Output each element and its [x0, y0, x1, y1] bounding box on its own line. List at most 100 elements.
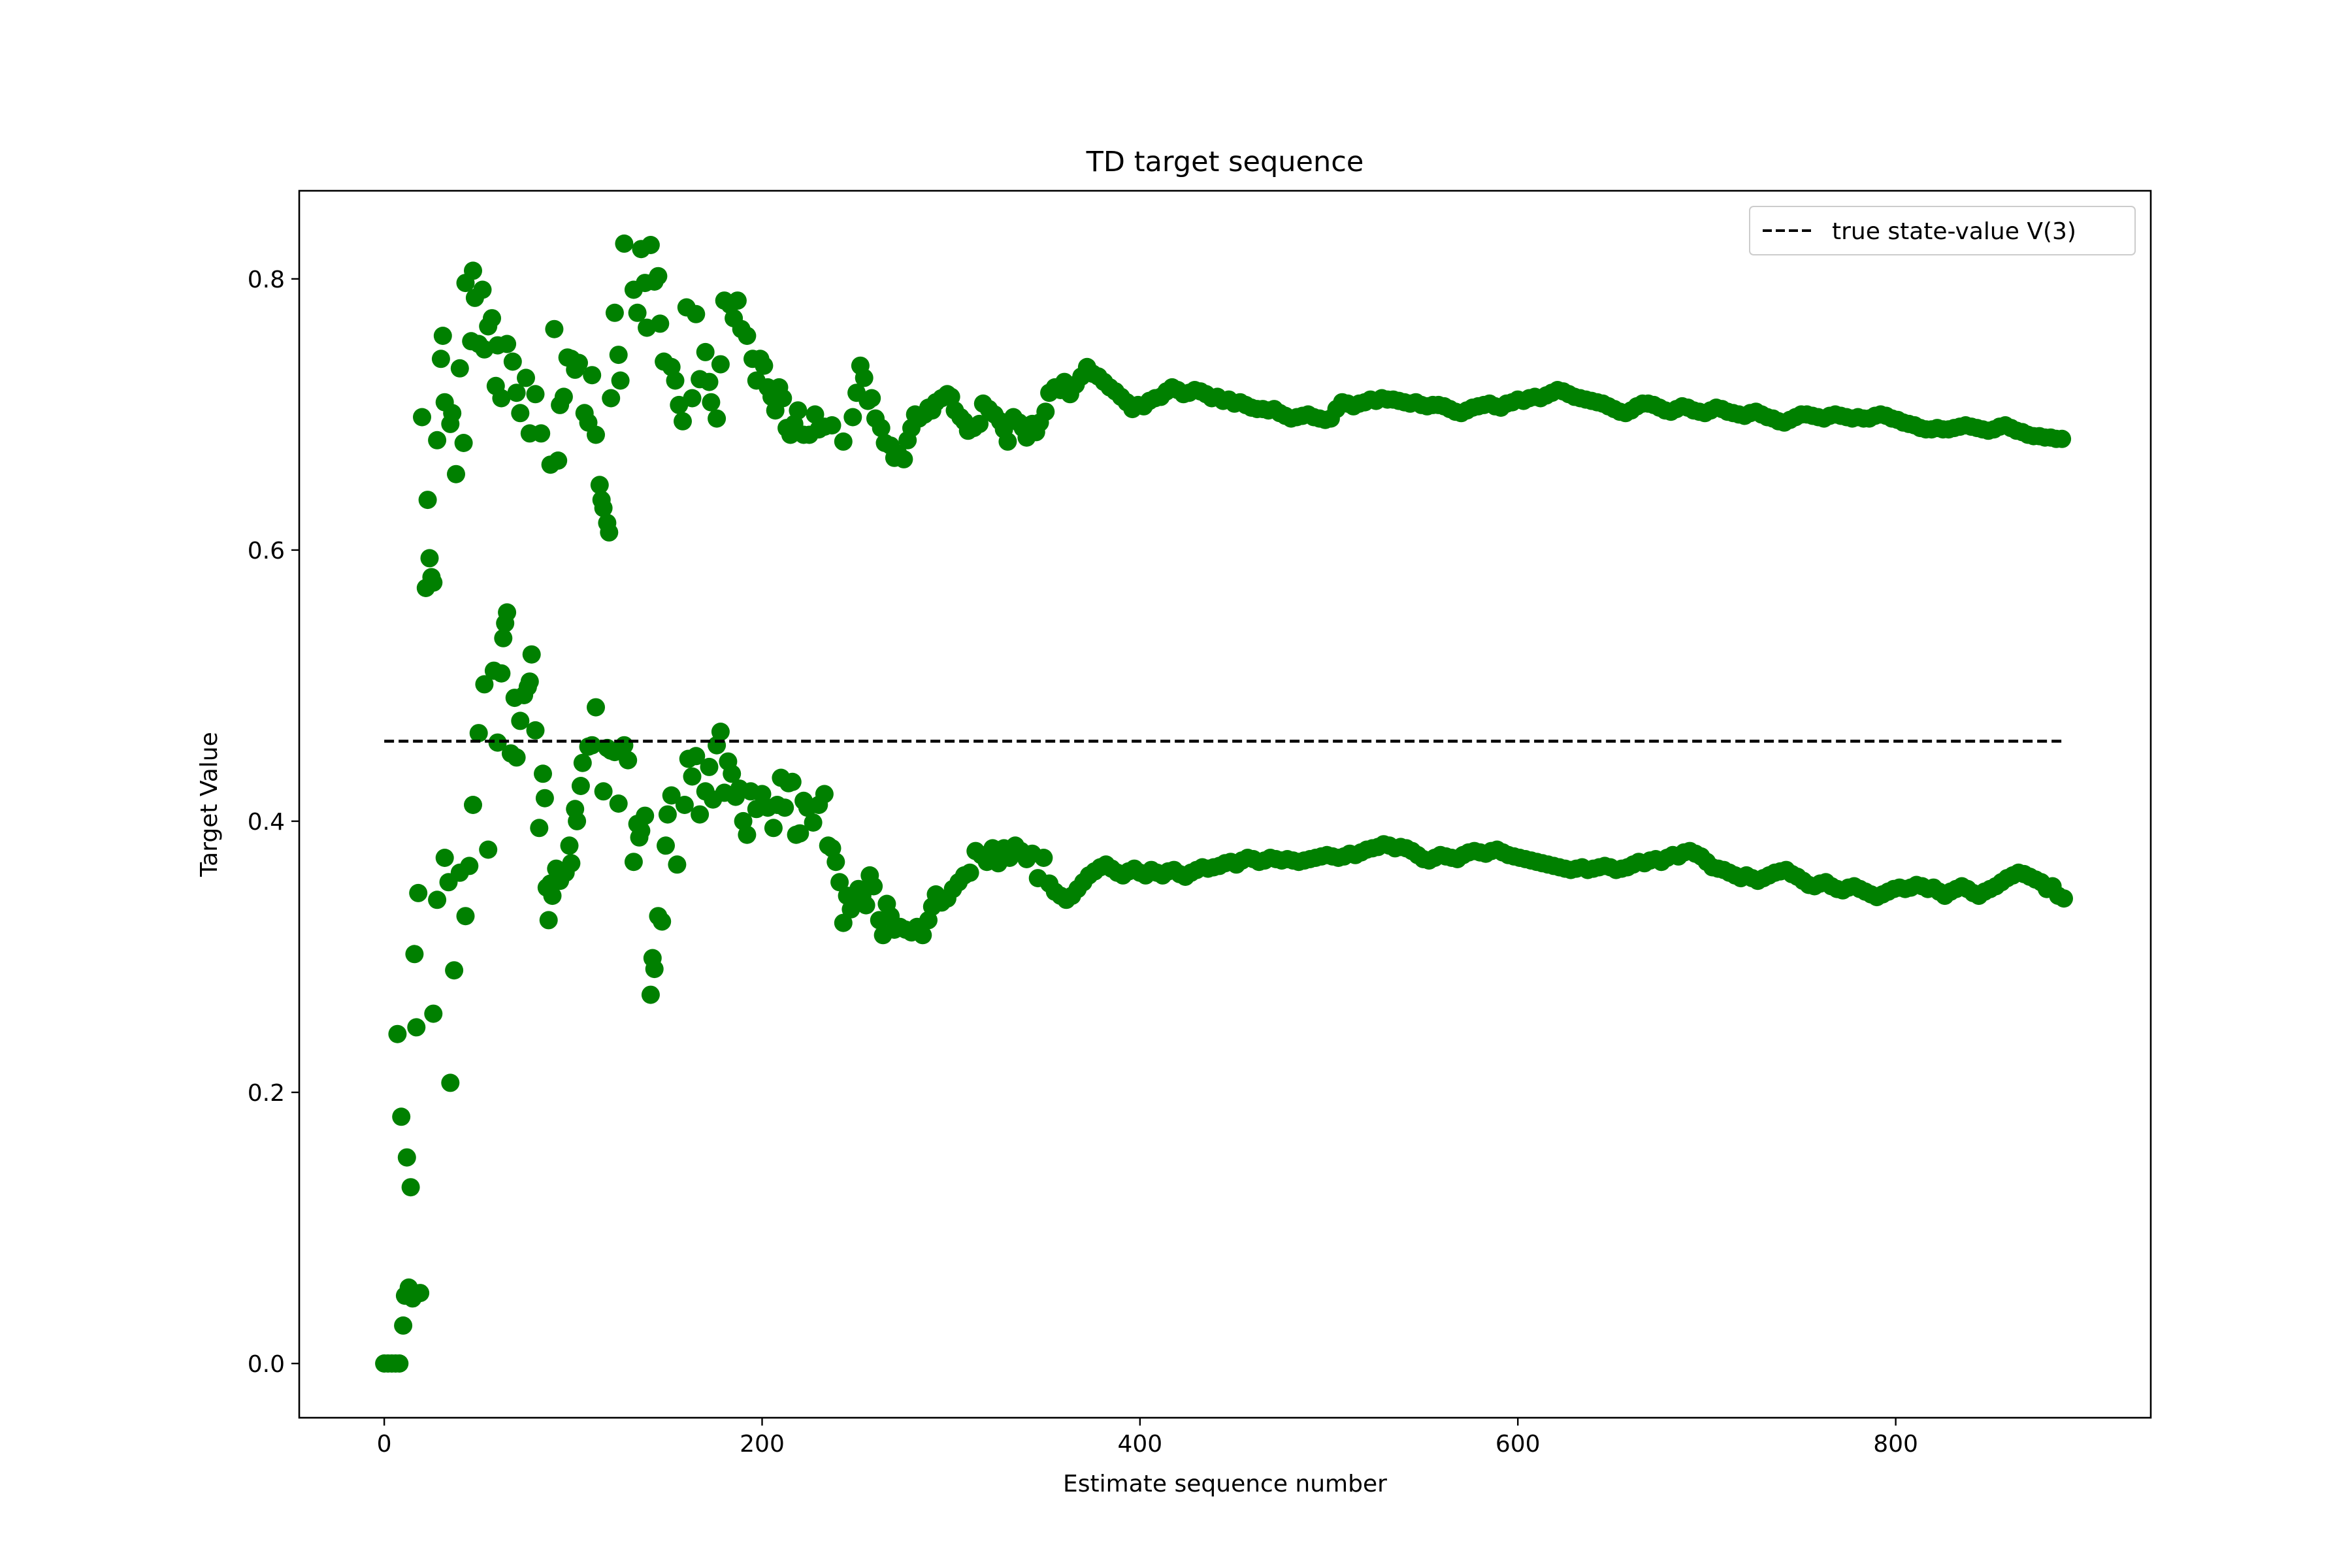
data-point-lower-97	[723, 764, 742, 783]
data-point-upper-12	[447, 465, 465, 483]
data-point-lower-15	[409, 883, 428, 902]
data-point-upper-63	[641, 236, 660, 254]
data-point-upper-80	[711, 355, 730, 374]
data-point-lower-58	[568, 811, 587, 830]
data-point-upper-5	[424, 573, 443, 592]
x-tick-label: 600	[1495, 1431, 1541, 1458]
data-point-upper-142	[998, 432, 1017, 451]
data-point-lower-4	[388, 1024, 407, 1043]
data-point-upper-39	[554, 387, 573, 406]
data-point-upper-27	[498, 335, 517, 353]
data-point-lower-123	[834, 913, 853, 932]
data-point-lower-22	[445, 961, 464, 980]
data-point-lower-55	[560, 836, 579, 855]
data-point-lower-32	[492, 664, 511, 683]
data-point-upper-6	[428, 431, 447, 449]
data-point-lower-111	[783, 772, 802, 791]
data-point-upper-48	[590, 476, 609, 495]
data-point-upper-74	[687, 304, 706, 323]
data-point-lower-33	[494, 629, 513, 647]
data-point-lower-19	[435, 849, 454, 867]
data-point-lower-87	[683, 767, 702, 786]
data-point-lower-131	[864, 877, 883, 896]
data-point-lower-89	[691, 805, 710, 824]
data-point-lower-70	[619, 751, 638, 770]
data-point-lower-129	[857, 896, 875, 915]
data-point-lower-60	[573, 753, 592, 772]
data-point-lower-113	[791, 824, 809, 843]
y-tick-label: 0.2	[248, 1080, 285, 1107]
data-point-lower-75	[636, 806, 655, 825]
data-point-upper-47	[587, 425, 605, 444]
data-point-upper-54	[605, 303, 624, 322]
data-point-upper-13	[450, 359, 469, 378]
data-point-upper-52	[600, 523, 619, 542]
data-point-upper-114	[872, 419, 890, 438]
data-point-lower-85	[675, 796, 694, 814]
data-point-lower-76	[641, 985, 660, 1004]
y-tick-label: 0.4	[248, 809, 285, 836]
data-point-upper-90	[755, 356, 774, 375]
data-point-upper-33	[526, 385, 545, 404]
y-tick-label: 0.0	[248, 1351, 285, 1378]
data-point-upper-84	[728, 291, 747, 310]
data-point-lower-35	[498, 603, 517, 622]
data-point-lower-78	[645, 960, 664, 979]
data-point-lower-83	[662, 786, 681, 805]
data-point-upper-107	[843, 408, 862, 427]
data-point-lower-71	[624, 853, 643, 872]
data-point-upper-105	[823, 416, 841, 434]
data-point-upper-0	[413, 408, 431, 427]
data-point-lower-84	[668, 855, 687, 874]
data-point-lower-118	[815, 785, 834, 804]
data-point-lower-64	[594, 782, 613, 801]
data-point-upper-50	[594, 498, 613, 517]
data-point-lower-80	[653, 912, 672, 931]
data-point-lower-94	[711, 723, 730, 741]
data-point-upper-73	[683, 389, 702, 408]
data-point-upper-14	[454, 434, 473, 452]
data-point-upper-34	[532, 424, 551, 443]
x-tick-label: 0	[377, 1431, 392, 1458]
data-point-lower-106	[764, 819, 783, 838]
y-tick-label: 0.8	[248, 267, 285, 293]
data-point-lower-49	[539, 911, 558, 930]
data-point-lower-109	[776, 798, 794, 817]
data-point-lower-81	[657, 836, 675, 855]
x-axis: 0 200 400 600 800	[377, 1418, 1918, 1458]
data-point-lower-59	[571, 777, 590, 795]
y-axis: 0.0 0.2 0.4 0.6 0.8	[248, 267, 299, 1378]
x-tick-label: 400	[1118, 1431, 1163, 1458]
data-point-upper-17	[464, 261, 482, 280]
data-point-upper-28	[503, 352, 522, 371]
legend: true state-value V(3)	[1749, 206, 2136, 255]
data-point-upper-8	[433, 327, 452, 345]
data-point-upper-78	[702, 393, 721, 412]
data-point-upper-150	[1036, 402, 1055, 421]
data-point-upper-106	[834, 432, 853, 451]
data-point-upper-57	[615, 234, 634, 253]
data-point-lower-14	[407, 1018, 426, 1037]
data-point-lower-21	[441, 1073, 460, 1092]
data-point-upper-110	[855, 368, 874, 387]
data-point-lower-16	[411, 1284, 430, 1303]
data-point-lower-24	[456, 907, 475, 926]
data-point-upper-76	[696, 342, 715, 361]
data-point-upper-66	[651, 314, 670, 333]
x-tick-label: 200	[740, 1431, 785, 1458]
data-point-lower-45	[530, 819, 549, 838]
chart-title: TD target sequence	[1086, 146, 1364, 178]
data-point-upper-136	[970, 414, 989, 433]
data-point-upper-77	[700, 372, 719, 391]
data-point-lower-82	[658, 805, 677, 824]
y-axis-label: Target Value	[196, 732, 223, 877]
data-point-upper-3	[420, 549, 439, 568]
data-point-upper-65	[649, 267, 668, 286]
data-point-lower-116	[804, 813, 823, 832]
data-point-lower-28	[475, 675, 494, 694]
data-point-lower-27	[469, 724, 488, 743]
data-point-lower-5	[390, 1354, 409, 1373]
data-point-lower-47	[535, 789, 554, 808]
plot-area-frame	[298, 189, 2152, 1419]
